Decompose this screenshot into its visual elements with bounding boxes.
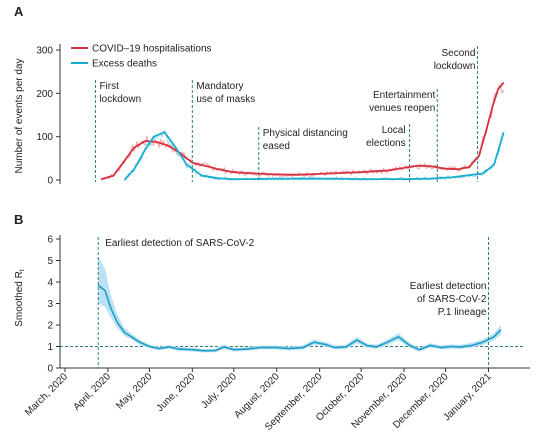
panel-b-y-tick-label-0: 0 (47, 364, 53, 375)
panel-b-label: B (14, 212, 23, 227)
panel-a-event-label-0-0: First (99, 81, 119, 92)
panel-a: A Number of events per day 0 100 200 300 Fi… (14, 4, 505, 187)
panel-a-axes: 0 100 200 300 (36, 44, 61, 187)
panel-b-y-axis-title: Smoothed Rt (14, 269, 26, 327)
panel-a-smoothed-series (100, 81, 505, 181)
panel-b: B Smoothed Rt 0 1 2 3 4 5 6 Earliest detection… (14, 212, 530, 433)
panel-b-rt-series (97, 284, 502, 352)
panel-a-hospitalisations-line (100, 81, 505, 180)
panel-a-event-label-4-0: Entertainment (373, 90, 435, 101)
panel-a-excess-deaths-line (123, 131, 505, 181)
panel-b-event-label-1-1: of SARS-CoV-2 (417, 294, 487, 305)
panel-b-rt-line (97, 284, 502, 352)
panel-a-event-label-2-1: eased (263, 141, 290, 152)
panel-a-y-axis-title: Number of events per day (14, 58, 25, 173)
legend-excess-deaths-label: Excess deaths (92, 59, 157, 70)
panel-b-x-tick-label-0: March, 2020 (23, 371, 70, 418)
panel-b-y-tick-label-6: 6 (47, 235, 53, 246)
panel-b-x-ticks: March, 2020 April, 2020 May, 2020 June, 202… (23, 368, 494, 433)
panel-a-event-label-5-0: Second (441, 48, 475, 59)
panel-b-y-tick-label-2: 2 (47, 321, 53, 332)
panel-a-event-label-0-1: lockdown (99, 94, 141, 105)
panel-a-event-label-3-0: Local (382, 125, 406, 136)
panel-a-event-label-3-1: elections (366, 138, 405, 149)
panel-b-y-axis-title-main: Smoothed R (14, 271, 25, 327)
panel-b-event-label-0-0: Earliest detection of SARS-CoV-2 (105, 238, 254, 249)
panel-b-x-tick-label-2: May, 2020 (114, 371, 155, 412)
panel-a-event-label-2-0: Physical distancing (263, 128, 348, 139)
panel-b-y-tick-label-4: 4 (47, 278, 53, 289)
panel-a-label: A (14, 4, 24, 19)
panel-a-events: First lockdown Mandatory use of masks Physic… (94, 46, 478, 182)
panel-b-event-label-1-2: P.1 lineage (438, 307, 487, 318)
panel-b-y-axis-title-subscript: t (19, 269, 26, 271)
legend-hospitalisations-label: COVID–19 hospitalisations (92, 44, 212, 55)
panel-b-x-tick-label-3: June, 2020 (155, 371, 198, 414)
panel-a-y-tick-label-100: 100 (36, 132, 53, 143)
panel-b-y-tick-label-3: 3 (47, 299, 53, 310)
panel-b-confidence-band-area (98, 256, 501, 353)
panel-b-x-tick-label-1: April, 2020 (71, 371, 113, 413)
panel-a-y-tick-label-300: 300 (36, 46, 53, 57)
panel-a-event-label-4-1: venues reopen (369, 103, 435, 114)
panel-b-y-tick-label-5: 5 (47, 256, 53, 267)
panel-a-event-label-1-1: use of masks (196, 94, 255, 105)
panel-b-events: Earliest detection of SARS-CoV-2 Earliest… (97, 237, 489, 368)
panel-a-event-label-1-0: Mandatory (196, 81, 243, 92)
panel-b-confidence-band (98, 256, 501, 353)
panel-b-event-label-1-0: Earliest detection (410, 281, 487, 292)
panel-a-y-tick-label-0: 0 (47, 176, 53, 187)
panel-b-x-tick-label-4: July, 2020 (199, 371, 239, 411)
panel-b-y-tick-label-1: 1 (47, 342, 53, 353)
panel-a-y-tick-label-200: 200 (36, 89, 53, 100)
panel-a-legend: COVID–19 hospitalisations Excess deaths (71, 44, 212, 70)
panel-a-event-label-5-1: lockdown (434, 61, 476, 72)
